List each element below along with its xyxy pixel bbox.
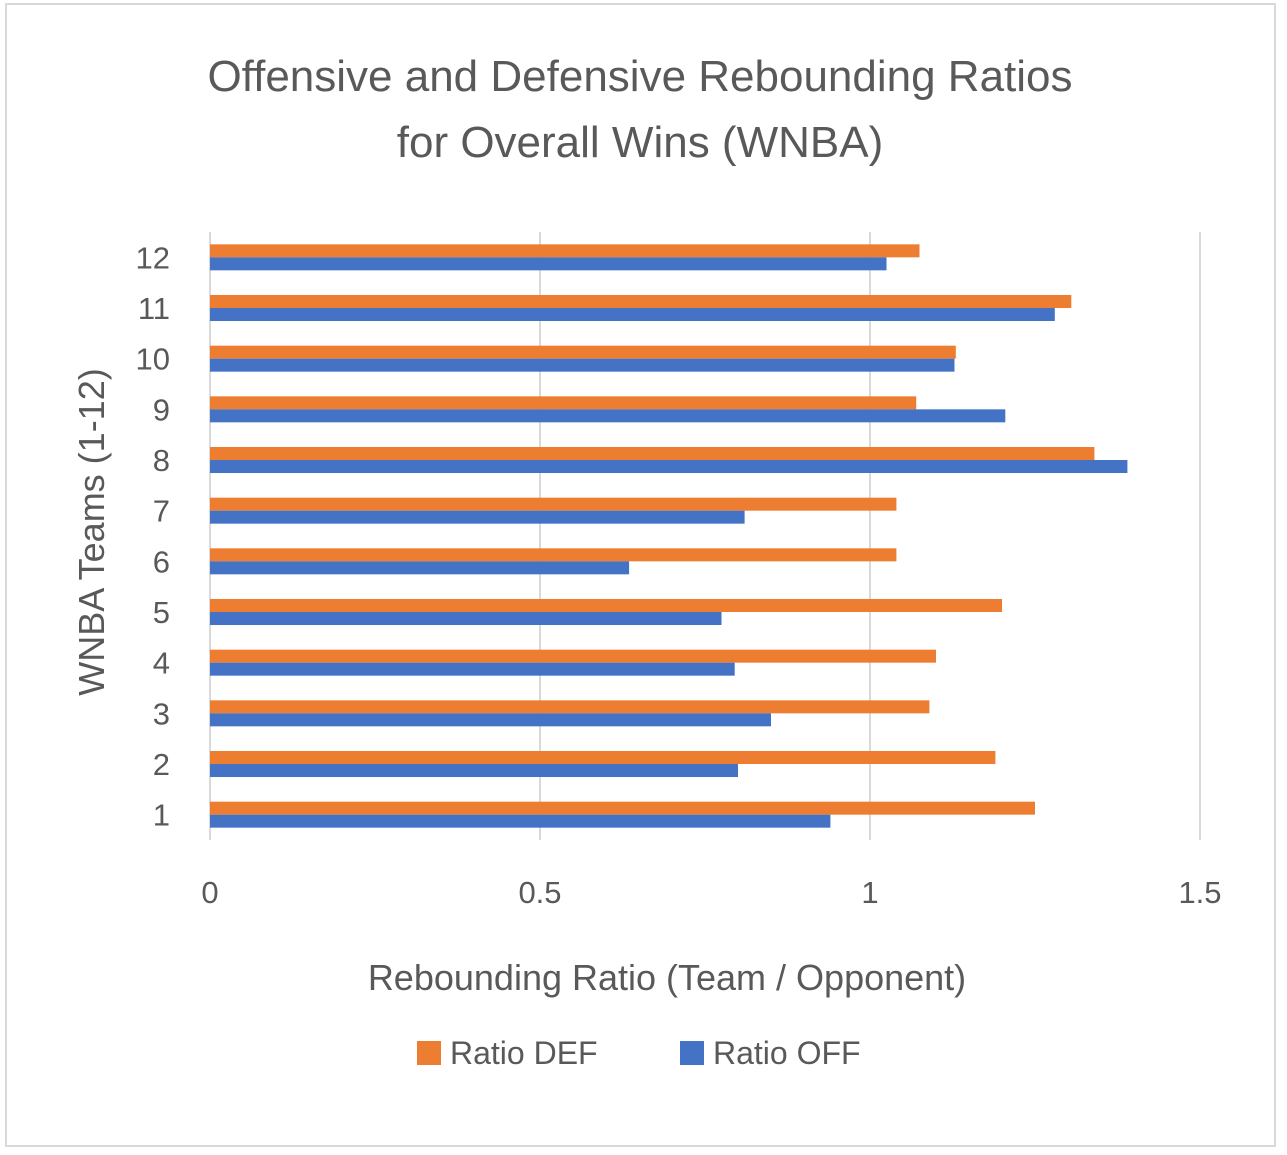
legend-swatch-def bbox=[417, 1041, 441, 1065]
bar-def-team-3 bbox=[210, 700, 930, 714]
x-tick-label: 0 bbox=[201, 875, 218, 910]
bar-def-team-6 bbox=[210, 548, 897, 562]
y-tick-label: 7 bbox=[153, 494, 170, 529]
chart-title-line-2: for Overall Wins (WNBA) bbox=[397, 118, 883, 167]
y-tick-label: 9 bbox=[153, 392, 170, 427]
x-tick-labels: 0 0.5 1 1.5 bbox=[201, 875, 1221, 910]
x-tick-label: 1 bbox=[861, 875, 878, 910]
y-axis-title: WNBA Teams (1-12) bbox=[71, 368, 112, 695]
y-tick-label: 11 bbox=[138, 291, 170, 326]
y-tick-label: 1 bbox=[153, 798, 170, 833]
bar-def-team-1 bbox=[210, 801, 1035, 815]
bar-off-team-11 bbox=[210, 308, 1055, 321]
bar-off-team-7 bbox=[210, 510, 745, 524]
bar-def-team-5 bbox=[210, 599, 1002, 612]
y-tick-label: 5 bbox=[153, 595, 170, 630]
y-tick-label: 12 bbox=[136, 240, 170, 275]
bar-off-team-4 bbox=[210, 662, 735, 676]
bar-def-team-10 bbox=[210, 345, 956, 359]
x-tick-label: 0.5 bbox=[518, 875, 561, 910]
legend-swatch-off bbox=[680, 1041, 704, 1065]
bar-def-team-12 bbox=[210, 244, 920, 258]
bar-off-team-9 bbox=[210, 409, 1006, 423]
bar-off-team-10 bbox=[210, 358, 955, 372]
bar-def-team-7 bbox=[210, 497, 897, 511]
y-tick-label: 2 bbox=[153, 747, 170, 782]
legend-label-off: Ratio OFF bbox=[713, 1035, 861, 1071]
x-tick-label: 1.5 bbox=[1178, 875, 1221, 910]
bar-off-team-3 bbox=[210, 713, 771, 727]
bar-def-team-8 bbox=[210, 447, 1095, 460]
y-tick-label: 8 bbox=[153, 443, 170, 478]
y-tick-label: 3 bbox=[153, 696, 170, 731]
bar-off-team-12 bbox=[210, 257, 887, 271]
y-tick-label: 4 bbox=[153, 646, 170, 681]
y-tick-label: 10 bbox=[136, 342, 170, 377]
bar-def-team-9 bbox=[210, 396, 917, 410]
bar-def-team-11 bbox=[210, 295, 1072, 308]
y-tick-label: 6 bbox=[153, 544, 170, 579]
bar-def-team-2 bbox=[210, 751, 996, 764]
bar-def-team-4 bbox=[210, 649, 936, 663]
legend: Ratio DEF Ratio OFF bbox=[417, 1035, 861, 1071]
legend-label-def: Ratio DEF bbox=[450, 1035, 598, 1071]
gridlines bbox=[209, 232, 1201, 840]
bar-off-team-1 bbox=[210, 814, 831, 828]
bar-off-team-8 bbox=[210, 460, 1128, 473]
chart-frame bbox=[5, 3, 1276, 1147]
bar-off-team-5 bbox=[210, 612, 722, 625]
bar-off-team-2 bbox=[210, 764, 738, 777]
bar-off-team-6 bbox=[210, 561, 630, 575]
bars bbox=[210, 244, 1128, 828]
chart-title-line-1: Offensive and Defensive Rebounding Ratio… bbox=[207, 52, 1072, 101]
x-axis-title: Rebounding Ratio (Team / Opponent) bbox=[368, 957, 966, 998]
